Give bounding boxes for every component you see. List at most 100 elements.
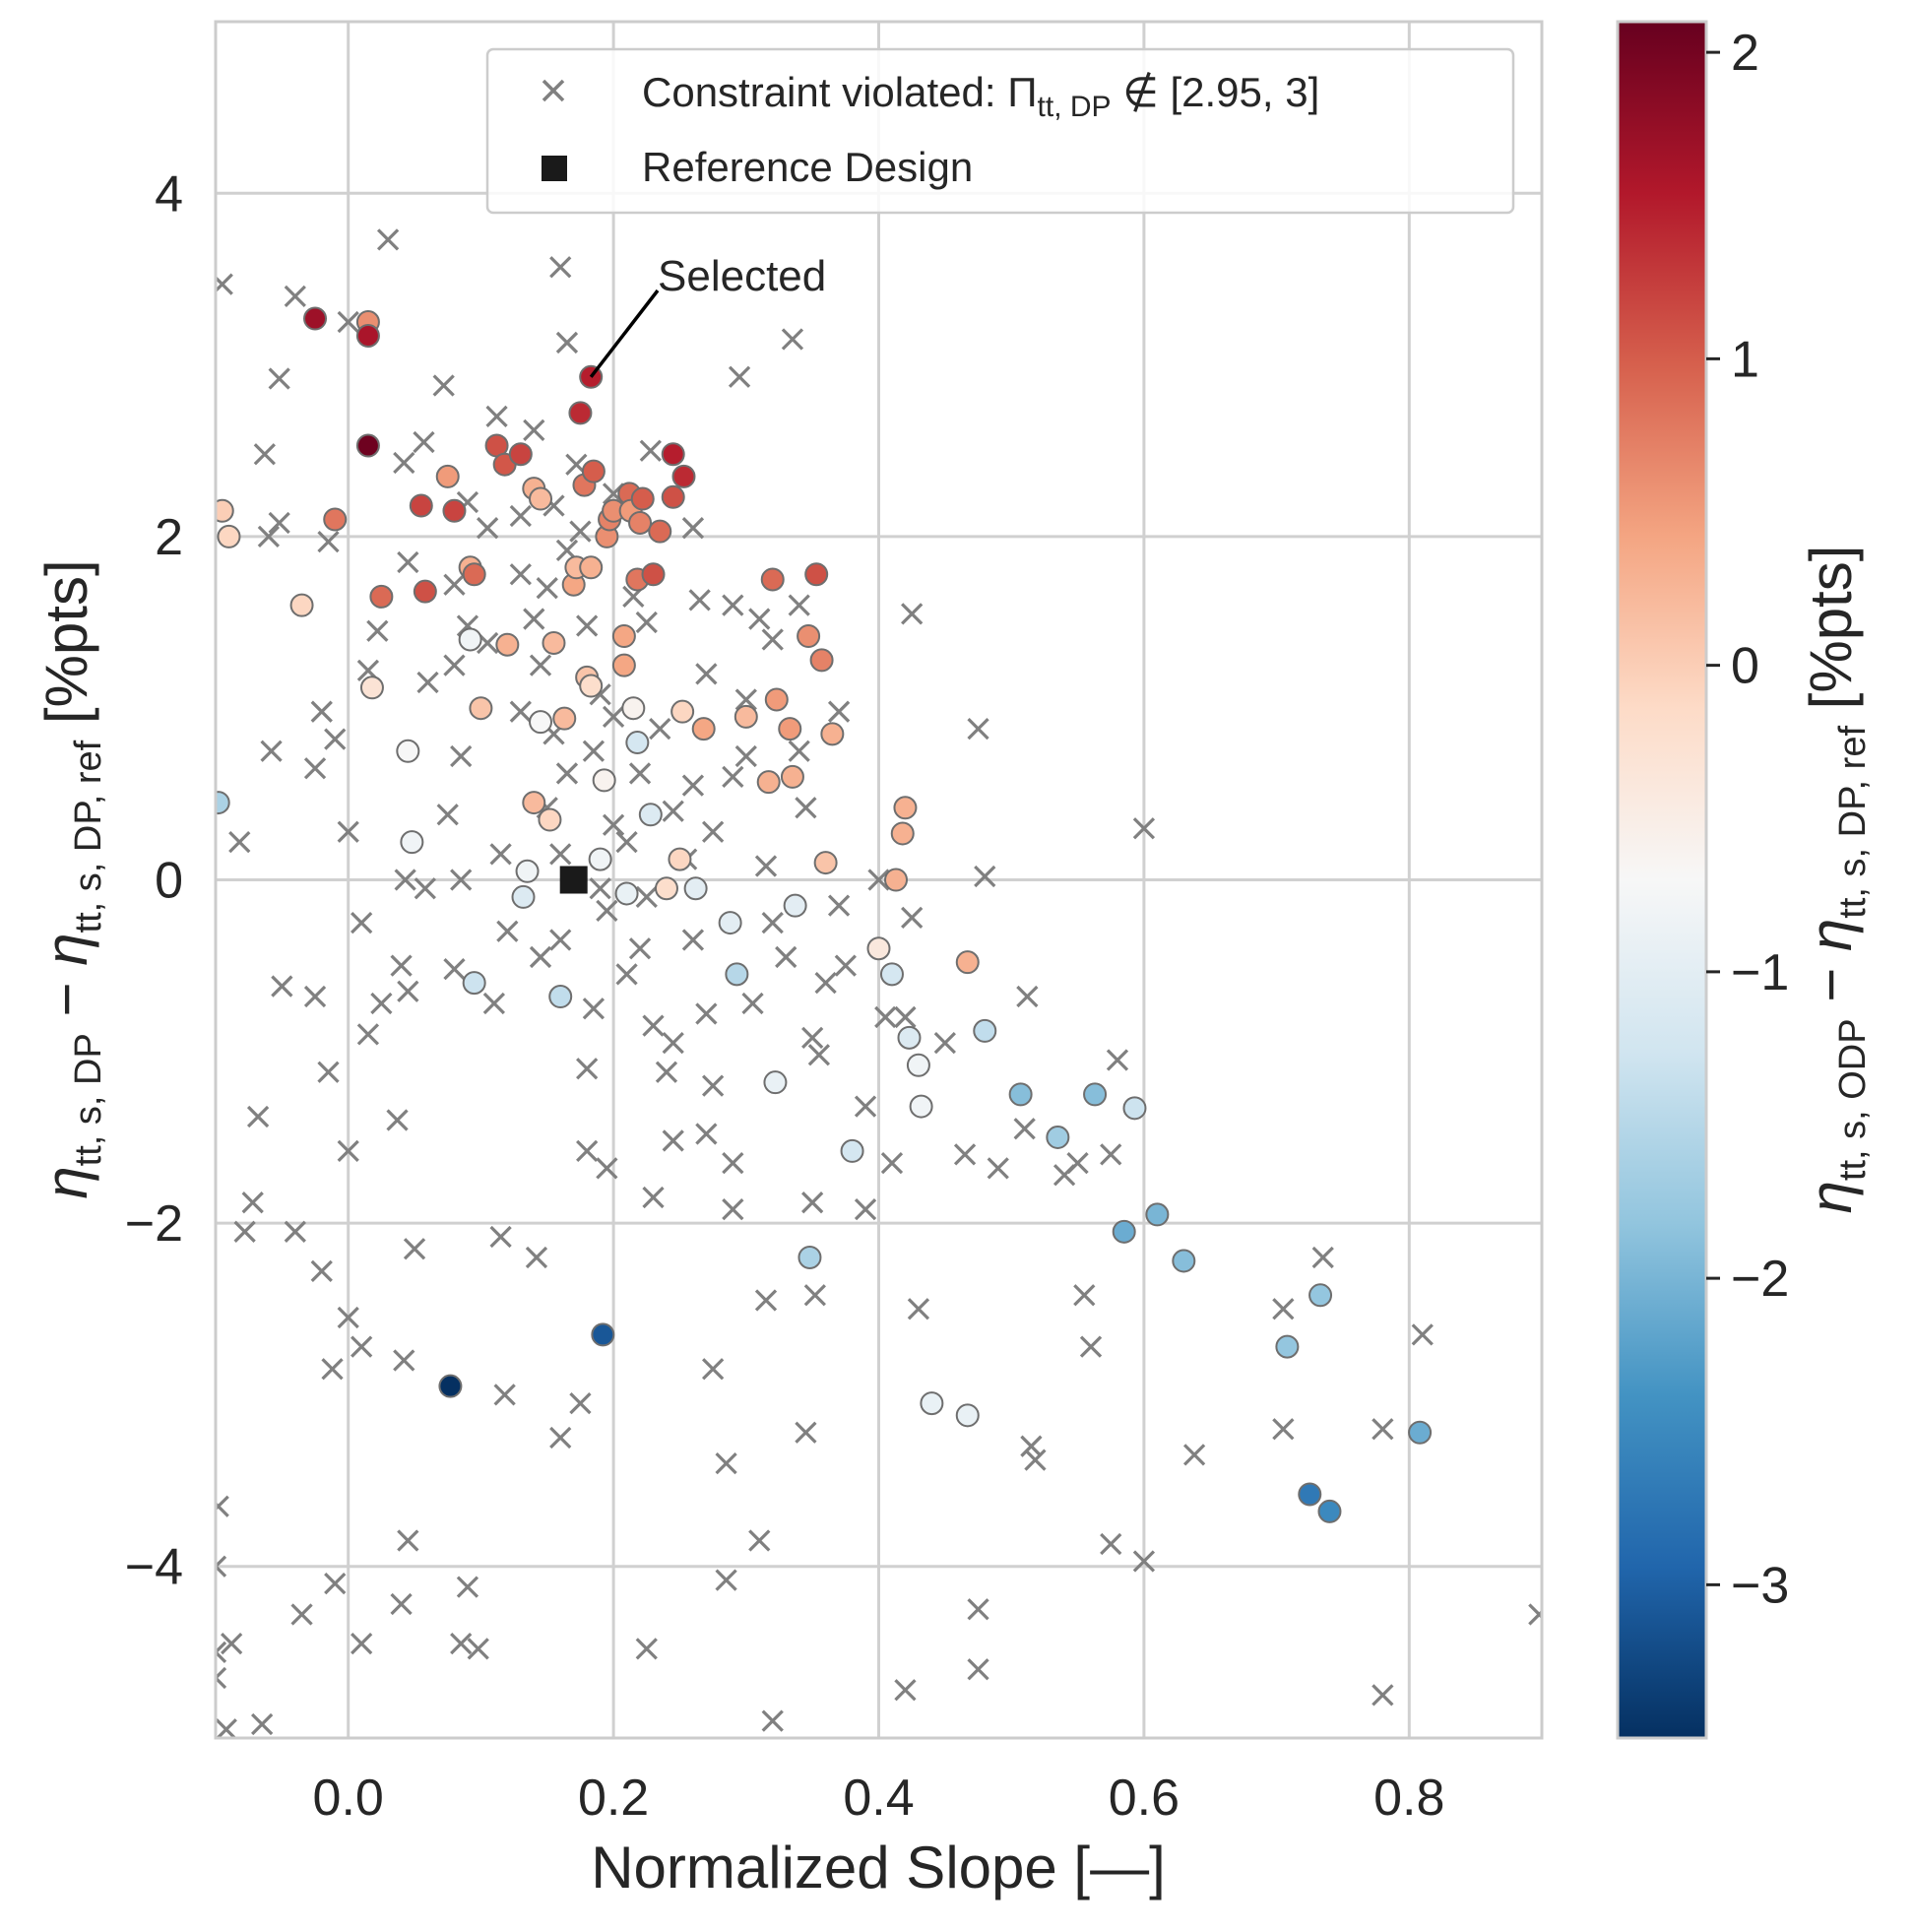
feasible-point xyxy=(668,847,692,871)
violated-point-marker xyxy=(496,920,519,942)
feasible-point xyxy=(1298,1482,1322,1507)
violated-point-marker xyxy=(688,589,711,612)
violated-point-marker xyxy=(257,525,281,548)
violated-point-marker xyxy=(602,813,625,836)
violated-point-marker xyxy=(715,1569,737,1591)
selected-annotation-label: Selected xyxy=(658,252,826,300)
violated-point-marker xyxy=(854,1198,877,1221)
feasible-point xyxy=(515,859,540,883)
feasible-point xyxy=(522,791,546,815)
violated-point-marker xyxy=(576,1058,599,1080)
colorbar-gradient xyxy=(1616,20,1708,1740)
feasible-point xyxy=(734,704,758,729)
violated-point-marker xyxy=(788,594,810,616)
colorbar-title: ηtt, s, ODP − ηtt, s, DP, ref [%pts] xyxy=(1798,546,1874,1214)
violated-point-marker xyxy=(443,654,466,676)
legend-square-marker xyxy=(542,156,567,181)
violated-point-marker xyxy=(443,573,466,596)
violated-point-marker xyxy=(216,1555,227,1578)
violated-point-marker xyxy=(814,971,837,995)
violated-point-marker xyxy=(523,608,545,630)
feasible-point xyxy=(1172,1249,1196,1273)
y-axis-ticks: −4 −2 0 2 4 xyxy=(125,165,183,1595)
feasible-point xyxy=(588,847,612,871)
violated-point-marker xyxy=(337,310,359,334)
violated-point-marker xyxy=(1100,1532,1122,1556)
feasible-point xyxy=(396,739,420,763)
violated-point-marker xyxy=(284,285,306,308)
legend-label-constraint-prefix: Constraint violated: Π xyxy=(642,69,1038,115)
feasible-point xyxy=(568,401,593,425)
feasible-point xyxy=(508,442,533,467)
violated-point-marker xyxy=(701,820,725,843)
violated-point-marker xyxy=(246,1105,270,1128)
legend-label-reference: Reference Design xyxy=(642,144,973,190)
feasible-point xyxy=(1112,1219,1136,1244)
violated-point-marker xyxy=(290,1603,313,1626)
violated-point-marker xyxy=(485,405,508,428)
violated-point-marker xyxy=(681,929,705,951)
violated-point-marker xyxy=(1132,1550,1156,1573)
reference-design-marker xyxy=(559,866,588,894)
violated-point-marker xyxy=(356,1023,380,1046)
violated-point-marker xyxy=(241,1191,264,1214)
feasible-point xyxy=(400,830,424,855)
violated-point-marker xyxy=(722,594,744,616)
violated-point-marker xyxy=(216,1718,237,1738)
violated-point-marker xyxy=(795,797,817,819)
y-axis-title: ηtt, s, DP − ηtt, s, DP, ref [%pts] xyxy=(33,559,109,1198)
feasible-point xyxy=(529,486,553,511)
x-tick-label: 0.6 xyxy=(1109,1770,1180,1827)
feasible-point xyxy=(1275,1334,1300,1359)
x-tick-label: 0.2 xyxy=(578,1770,649,1827)
violated-point-marker xyxy=(1372,1684,1394,1707)
feasible-point xyxy=(718,911,742,935)
feasible-point xyxy=(1308,1283,1333,1308)
violated-point-marker xyxy=(509,700,532,723)
violated-point-marker xyxy=(482,992,506,1015)
feasible-point xyxy=(1145,1202,1170,1227)
violated-point-marker xyxy=(549,843,572,866)
violated-point-marker xyxy=(681,517,705,540)
violated-point-marker xyxy=(525,1246,548,1269)
violated-point-marker xyxy=(695,1123,718,1145)
feasible-point xyxy=(1317,1499,1342,1523)
y-axis-title-eta2: η xyxy=(33,933,99,965)
violated-point-marker xyxy=(216,1666,227,1690)
violated-point-marker xyxy=(450,744,473,768)
feasible-point xyxy=(355,433,380,458)
feasible-point xyxy=(462,971,486,996)
feasible-point xyxy=(1122,1096,1147,1121)
feasible-point xyxy=(579,555,604,580)
violated-point-marker xyxy=(854,1095,877,1118)
feasible-point xyxy=(216,791,230,815)
violated-point-marker xyxy=(967,717,989,741)
violated-point-marker xyxy=(303,985,327,1008)
feasible-point xyxy=(797,623,821,648)
violated-point-marker xyxy=(555,331,579,354)
violated-point-marker xyxy=(233,1220,256,1243)
feasible-point xyxy=(413,579,437,604)
feasible-point xyxy=(879,962,904,987)
feasible-point xyxy=(955,1403,980,1428)
violated-point-marker xyxy=(268,511,290,535)
x-tick-label: 0.8 xyxy=(1373,1770,1444,1827)
feasible-point xyxy=(897,1025,922,1050)
violated-point-marker xyxy=(397,980,419,1002)
y-axis-title-sub1: tt, s, DP xyxy=(68,1033,109,1166)
violated-point-marker xyxy=(728,365,751,388)
violated-point-marker xyxy=(397,1529,419,1552)
feasible-point xyxy=(611,623,636,648)
x-tick-label: 0.0 xyxy=(313,1770,384,1827)
feasible-point xyxy=(725,962,749,987)
violated-point-marker xyxy=(443,958,466,981)
feasible-point xyxy=(625,731,650,755)
violated-point-marker xyxy=(324,728,347,750)
violated-point-marker xyxy=(967,1658,989,1681)
violated-point-marker xyxy=(589,877,611,900)
y-tick-label: −4 xyxy=(125,1539,183,1596)
violated-point-marker xyxy=(1073,1284,1096,1307)
violated-point-marker xyxy=(582,740,606,762)
feasible-point xyxy=(648,519,672,544)
